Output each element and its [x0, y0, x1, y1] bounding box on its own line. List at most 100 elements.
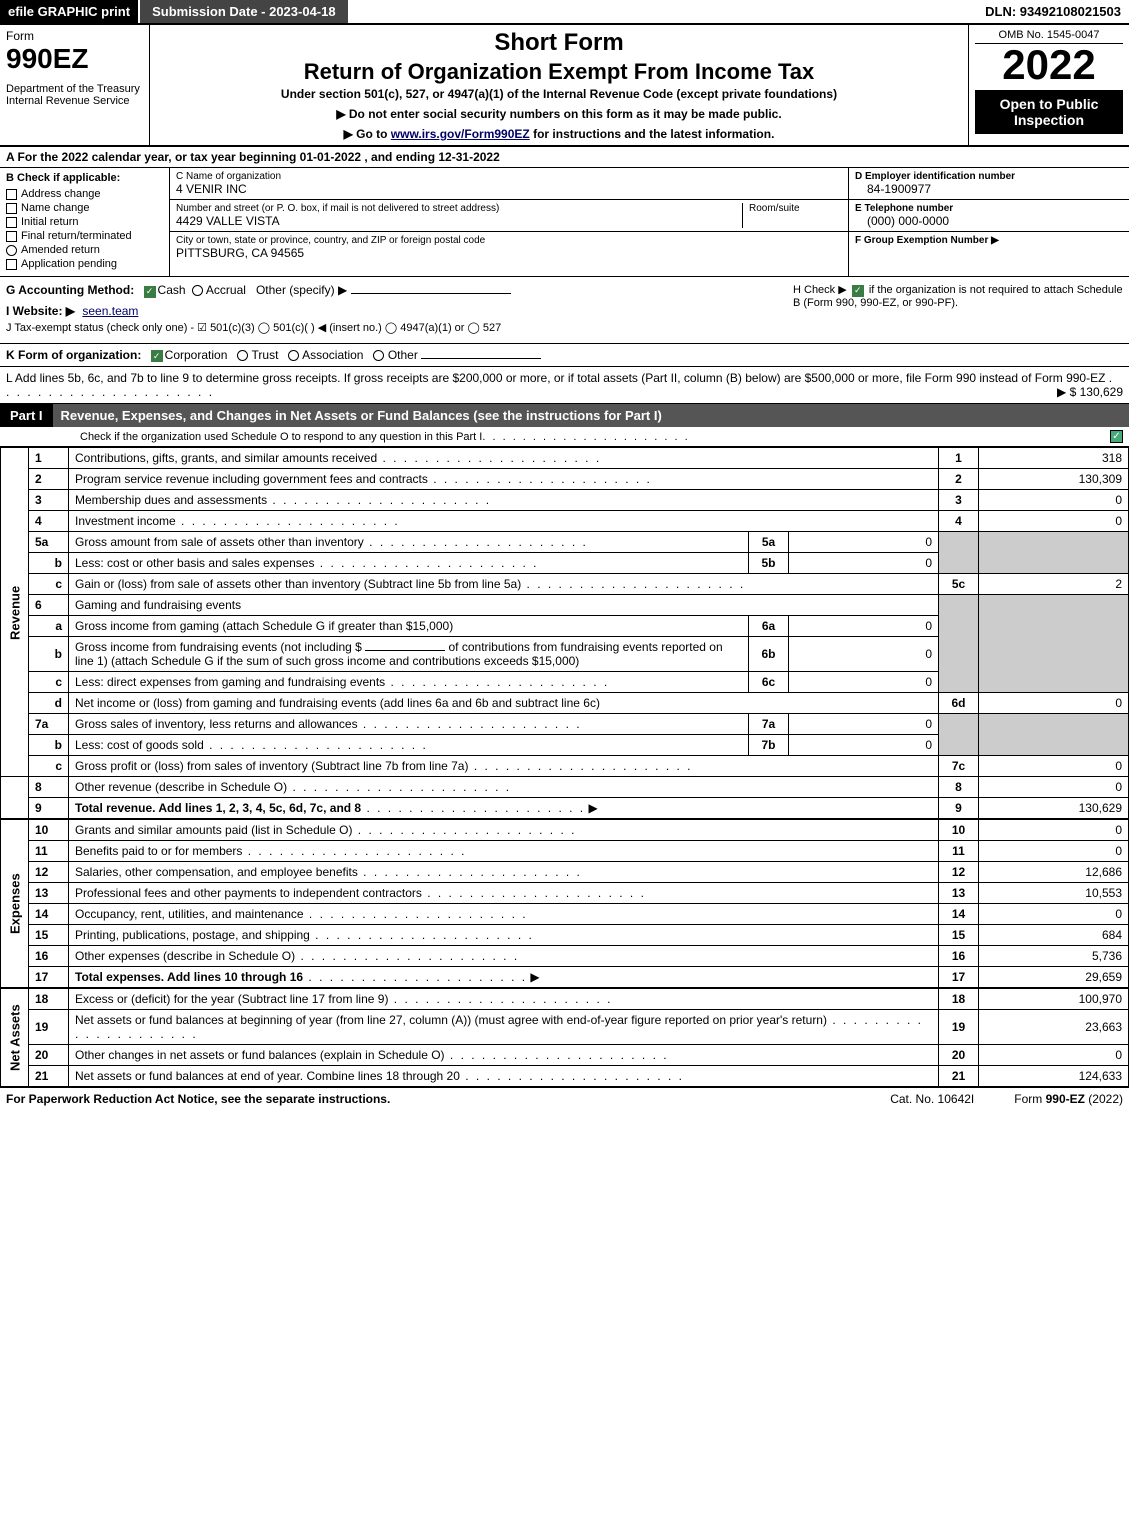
part-1-sub: Check if the organization used Schedule …	[0, 427, 1129, 447]
line-17-val: 29,659	[979, 967, 1129, 988]
line-1-val: 318	[979, 448, 1129, 469]
irs-link[interactable]: www.irs.gov/Form990EZ	[391, 127, 530, 141]
revenue-table: Revenue 1 Contributions, gifts, grants, …	[0, 447, 1129, 819]
c-name-label: C Name of organization	[176, 171, 842, 182]
line-5a-val: 0	[789, 532, 939, 553]
part-1-title: Revenue, Expenses, and Changes in Net As…	[53, 404, 1129, 427]
line-19-val: 23,663	[979, 1010, 1129, 1045]
c-org-name: 4 VENIR INC	[176, 182, 842, 196]
check-icon: ✓	[1110, 430, 1123, 443]
return-subtitle: Under section 501(c), 527, or 4947(a)(1)…	[156, 87, 962, 101]
L-amount: ▶ $ 130,629	[1057, 385, 1123, 399]
line-7a-val: 0	[789, 714, 939, 735]
check-icon: ✓	[144, 286, 156, 298]
column-DEF: D Employer identification number 84-1900…	[849, 168, 1129, 276]
line-9-val: 130,629	[979, 798, 1129, 819]
part-1-label: Part I	[0, 404, 53, 427]
line-14-val: 0	[979, 904, 1129, 925]
line-6c-val: 0	[789, 672, 939, 693]
E-label: E Telephone number	[855, 203, 1123, 214]
header-left: Form 990EZ Department of the Treasury In…	[0, 25, 150, 145]
chk-application-pending[interactable]: Application pending	[6, 258, 163, 270]
line-4-val: 0	[979, 511, 1129, 532]
check-icon: ✓	[151, 350, 163, 362]
footer-cat-no: Cat. No. 10642I	[890, 1092, 974, 1106]
header-center: Short Form Return of Organization Exempt…	[150, 25, 969, 145]
line-5c-val: 2	[979, 574, 1129, 595]
line-21-val: 124,633	[979, 1066, 1129, 1087]
E-phone: (000) 000-0000	[855, 214, 1123, 228]
line-5b-val: 0	[789, 553, 939, 574]
side-expenses: Expenses	[1, 820, 29, 988]
submission-date-label: Submission Date - 2023-04-18	[140, 0, 348, 23]
dln-label: DLN: 93492108021503	[977, 0, 1129, 23]
c-street-value: 4429 VALLE VISTA	[176, 214, 742, 228]
open-to-public-badge: Open to Public Inspection	[975, 90, 1123, 134]
chk-address-change[interactable]: Address change	[6, 188, 163, 200]
row-G-H: G Accounting Method: ✓Cash Accrual Other…	[0, 277, 1129, 344]
instruction-ssn: ▶ Do not enter social security numbers o…	[156, 107, 962, 121]
form-header: Form 990EZ Department of the Treasury In…	[0, 25, 1129, 147]
column-B-checkboxes: B Check if applicable: Address change Na…	[0, 168, 170, 276]
L-gross-receipts: L Add lines 5b, 6c, and 7b to line 9 to …	[0, 367, 1129, 404]
line-8-val: 0	[979, 777, 1129, 798]
form-number: 990EZ	[6, 43, 143, 75]
line-7b-val: 0	[789, 735, 939, 756]
footer-form-ref: Form 990-EZ (2022)	[1014, 1092, 1123, 1106]
c-city-label: City or town, state or province, country…	[176, 235, 842, 246]
line-18-val: 100,970	[979, 989, 1129, 1010]
c-room-label: Room/suite	[749, 203, 842, 214]
J-tax-exempt: J Tax-exempt status (check only one) - ☑…	[6, 322, 501, 334]
line-13-val: 10,553	[979, 883, 1129, 904]
line-A-calendar-year: A For the 2022 calendar year, or tax yea…	[0, 147, 1129, 168]
side-revenue: Revenue	[1, 448, 29, 777]
G-accounting: G Accounting Method: ✓Cash Accrual Other…	[6, 283, 783, 298]
return-title: Return of Organization Exempt From Incom…	[156, 59, 962, 85]
line-20-val: 0	[979, 1045, 1129, 1066]
check-icon: ✓	[852, 285, 864, 297]
chk-amended-return[interactable]: Amended return	[6, 244, 163, 256]
expenses-table: Expenses 10 Grants and similar amounts p…	[0, 819, 1129, 988]
part-1-header: Part I Revenue, Expenses, and Changes in…	[0, 404, 1129, 427]
efile-print-label[interactable]: efile GRAPHIC print	[0, 0, 138, 23]
page-footer: For Paperwork Reduction Act Notice, see …	[0, 1087, 1129, 1110]
side-net-assets: Net Assets	[1, 989, 29, 1087]
line-12-val: 12,686	[979, 862, 1129, 883]
tax-year: 2022	[975, 44, 1123, 86]
c-city-value: PITTSBURG, CA 94565	[176, 246, 842, 260]
net-assets-table: Net Assets 18 Excess or (deficit) for th…	[0, 988, 1129, 1087]
line-6a-val: 0	[789, 616, 939, 637]
F-label: F Group Exemption Number ▶	[855, 235, 1123, 246]
line-6b-val: 0	[789, 637, 939, 672]
line-6d-val: 0	[979, 693, 1129, 714]
form-label: Form	[6, 29, 143, 43]
top-bar: efile GRAPHIC print Submission Date - 20…	[0, 0, 1129, 25]
K-form-of-org: K Form of organization: ✓Corporation Tru…	[0, 344, 1129, 368]
website-link[interactable]: seen.team	[82, 304, 138, 318]
line-10-val: 0	[979, 820, 1129, 841]
line-16-val: 5,736	[979, 946, 1129, 967]
department-label: Department of the Treasury Internal Reve…	[6, 83, 143, 107]
line-2-val: 130,309	[979, 469, 1129, 490]
instr2-post: for instructions and the latest informat…	[530, 127, 775, 141]
line-3-val: 0	[979, 490, 1129, 511]
chk-initial-return[interactable]: Initial return	[6, 216, 163, 228]
c-street-label: Number and street (or P. O. box, if mail…	[176, 203, 742, 214]
header-right: OMB No. 1545-0047 2022 Open to Public In…	[969, 25, 1129, 145]
B-label: B Check if applicable:	[6, 172, 163, 184]
H-schedule-b: H Check ▶ ✓ if the organization is not r…	[783, 283, 1123, 337]
D-label: D Employer identification number	[855, 171, 1123, 182]
I-label: I Website: ▶	[6, 304, 75, 318]
instr2-pre: ▶ Go to	[344, 127, 391, 141]
D-ein: 84-1900977	[855, 182, 1123, 196]
instruction-goto: ▶ Go to www.irs.gov/Form990EZ for instru…	[156, 127, 962, 141]
short-form-title: Short Form	[156, 29, 962, 57]
line-7c-val: 0	[979, 756, 1129, 777]
chk-name-change[interactable]: Name change	[6, 202, 163, 214]
section-bcdef: B Check if applicable: Address change Na…	[0, 168, 1129, 277]
line-15-val: 684	[979, 925, 1129, 946]
line-11-val: 0	[979, 841, 1129, 862]
chk-final-return[interactable]: Final return/terminated	[6, 230, 163, 242]
column-C-org-info: C Name of organization 4 VENIR INC Numbe…	[170, 168, 849, 276]
footer-paperwork: For Paperwork Reduction Act Notice, see …	[6, 1092, 390, 1106]
